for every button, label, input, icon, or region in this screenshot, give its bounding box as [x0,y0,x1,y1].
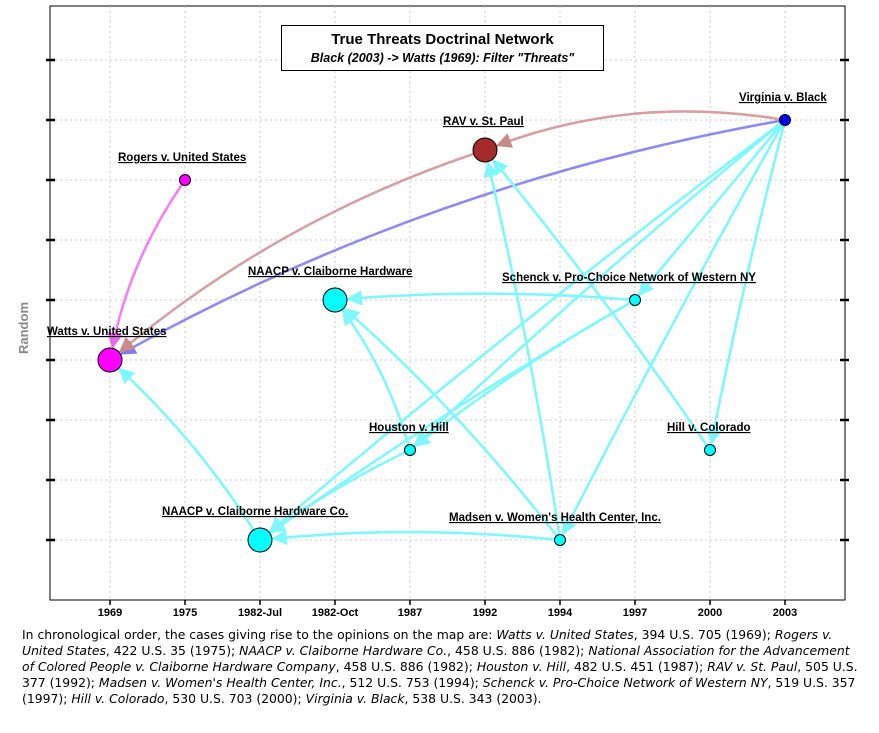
edge-hill-to-rav [492,158,708,447]
caption-case-name: Hill v. Colorado [71,691,165,706]
x-tick-label: 1969 [98,607,122,619]
x-tick-label: 1975 [173,607,197,619]
x-tick-label: 1982-Jul [238,607,282,619]
x-tick-label: 2000 [698,607,722,619]
edge-black-to-schenck [638,123,783,297]
edge-houston-to-naacp_co [269,451,406,534]
node-rav[interactable] [472,137,498,163]
caption: In chronological order, the cases giving… [22,627,862,707]
x-tick-label: 1997 [623,607,647,619]
node-hill[interactable] [704,444,716,456]
caption-case-cite: , 505 U.S. 377 (1992); [22,659,858,690]
edge-madsen-to-naacp_co [271,529,555,546]
caption-case-cite: , 458 U.S. 886 (1982); [335,659,473,674]
caption-case-name: Watts v. United States [496,627,634,642]
caption-case-name: Madsen v. Women's Health Center, Inc. [98,675,342,690]
node-label-naacp_co[interactable]: NAACP v. Claiborne Hardware Co. [162,506,348,518]
x-tick-label: 2003 [773,607,797,619]
edge-houston-to-naacp_hw [341,309,410,446]
node-label-naacp_hw[interactable]: NAACP v. Claiborne Hardware [248,266,412,278]
x-tick-label: 1987 [398,607,422,619]
edge-rogers-to-watts [107,183,183,349]
caption-case-cite: , 530 U.S. 703 (2000); [164,691,302,706]
caption-case-cite: , 458 U.S. 886 (1982); [447,643,585,658]
edge-madsen-to-naacp_hw [343,307,558,537]
edge-black-to-rav [495,110,780,148]
caption-intro: In chronological order, the cases giving… [22,627,493,642]
node-label-houston[interactable]: Houston v. Hill [369,422,449,434]
caption-case-cite: , 482 U.S. 451 (1987); [566,659,704,674]
nodes [97,114,791,553]
edge-black-to-madsen [561,124,784,536]
x-axis-ticks: 1969 1975 1982-Jul 1982-Oct 1987 1992 1994 1997… [98,607,797,619]
caption-case-name: Rogers v. United States [22,627,833,658]
caption-cases: Watts v. United States, 394 U.S. 705 (19… [22,627,858,706]
x-tick-label: 1982-Oct [312,607,359,619]
node-naacp_hw[interactable] [322,287,348,313]
edge-rav-to-watts [118,152,475,353]
node-rogers[interactable] [179,174,191,186]
caption-case-cite: , 512 U.S. 753 (1994); [341,675,479,690]
diagram-subtitle: Black (2003) -> Watts (1969): Filter "Th… [310,51,575,65]
node-schenck[interactable] [629,294,641,306]
x-tick-label: 1994 [548,607,573,619]
x-tick-label: 1992 [473,607,497,619]
caption-case-name: RAV v. St. Paul [707,659,798,674]
caption-case-name: Schenck v. Pro-Choice Network of Western… [482,675,768,690]
node-label-rogers[interactable]: Rogers v. United States [118,152,246,164]
caption-case-name: Houston v. Hill [476,659,567,674]
node-label-schenck[interactable]: Schenck v. Pro-Choice Network of Western… [502,272,756,284]
edge-black-to-watts [119,119,780,355]
node-label-black[interactable]: Virginia v. Black [739,92,827,104]
edge-black-to-houston [413,122,782,447]
caption-case-name: NAACP v. Claiborne Hardware Co. [239,643,448,658]
edge-naacp_co-to-watts [118,367,255,531]
node-label-rav[interactable]: RAV v. St. Paul [443,116,524,128]
node-label-hill[interactable]: Hill v. Colorado [667,422,751,434]
edge-madsen-to-rav [483,161,561,535]
grid [46,6,849,605]
caption-case-cite: , 422 U.S. 35 (1975); [105,643,236,658]
node-watts[interactable] [97,347,123,373]
edge-black-to-hill [706,124,785,446]
node-madsen[interactable] [554,534,566,546]
edges [107,110,785,546]
caption-case-cite: , 519 U.S. 357 (1997); [22,675,856,706]
caption-case-name: National Association for the Advancement… [22,643,850,674]
caption-case-cite: , 538 U.S. 343 (2003). [404,691,542,706]
y-axis-label: Random [16,302,31,354]
node-label-watts[interactable]: Watts v. United States [47,326,167,338]
edge-black-to-naacp_co [268,122,782,533]
node-label-madsen[interactable]: Madsen v. Women's Health Center, Inc. [449,512,661,524]
diagram-title: True Threats Doctrinal Network [331,31,554,48]
caption-case-name: Virginia v. Black [305,691,405,706]
title-box: True Threats Doctrinal Network Black (20… [281,25,604,71]
node-labels: Watts v. United States Rogers v. United S… [47,92,827,524]
node-naacp_co[interactable] [247,527,273,553]
caption-case-cite: , 394 U.S. 705 (1969); [633,627,771,642]
node-black[interactable] [779,114,791,126]
node-houston[interactable] [404,444,416,456]
network-diagram: Watts v. United States Rogers v. United S… [16,5,849,619]
edge-schenck-to-naacp_hw [346,290,630,306]
